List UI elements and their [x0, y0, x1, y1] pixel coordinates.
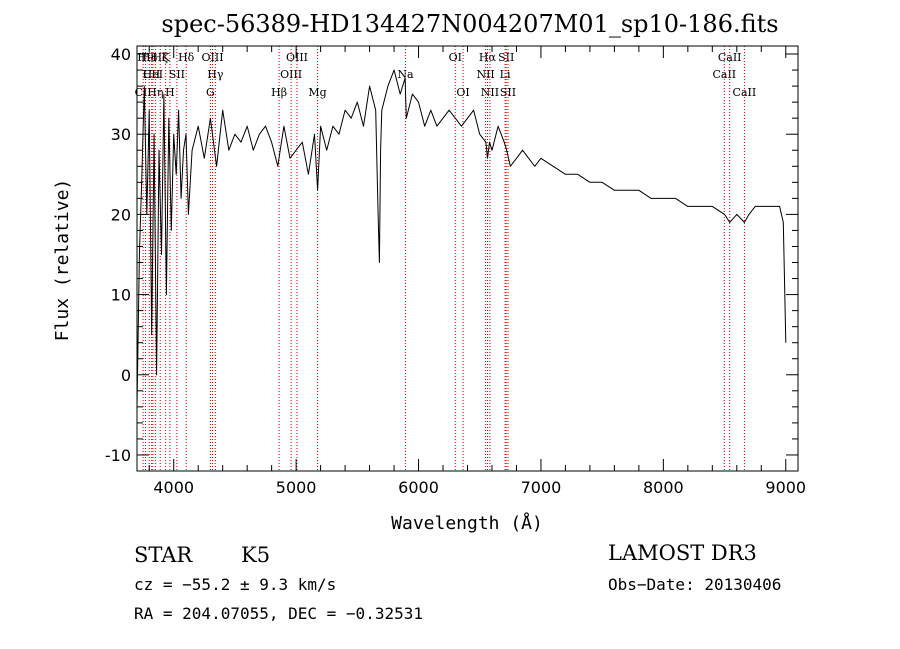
y-tick-label-3: 20: [111, 205, 131, 224]
line-mark-label-23: NII: [481, 86, 499, 99]
line-mark-label-16: OIII: [286, 51, 308, 64]
line-mark-label-21: NII: [476, 68, 494, 81]
line-mark-label-9: SII: [169, 68, 185, 81]
line-mark-label-7: K: [162, 51, 171, 64]
line-mark-label-6: Hζ: [152, 51, 168, 64]
line-mark-label-3: CII: [143, 68, 160, 81]
line-mark-label-11: G: [206, 86, 215, 99]
object-subclass: K5: [241, 543, 270, 567]
plot-frame: [136, 45, 799, 472]
line-mark-label-28: CaII: [718, 51, 742, 64]
y-tick-label-2: 10: [111, 286, 131, 305]
line-mark-label-14: Hβ: [271, 86, 287, 99]
redshift-cz: cz = −55.2 ± 9.3 km/s: [134, 575, 336, 594]
line-mark-label-13: Hγ: [207, 68, 224, 81]
x-axis-label: Wavelength (Å): [391, 512, 543, 534]
line-mark-label-0: CII: [135, 86, 152, 99]
x-tick-label-0: 4000: [153, 478, 194, 497]
line-mark-label-29: CaII: [733, 86, 757, 99]
x-tick-label-3: 7000: [521, 478, 562, 497]
spectrum-line: [136, 69, 787, 407]
line-mark-label-8: H: [165, 86, 175, 99]
coordinates: RA = 204.07055, DEC = −0.32531: [134, 604, 423, 623]
line-mark-label-15: OIII: [280, 68, 302, 81]
line-marks: CIIH9H8CIIHeIHηHζKHSIIHδGOIIIHγHβOIIIOII…: [135, 46, 757, 471]
line-mark-label-25: SII: [498, 51, 514, 64]
obs-date: Obs−Date: 20130406: [608, 575, 781, 594]
line-mark-label-24: Li: [500, 68, 511, 81]
line-mark-label-12: OIII: [201, 51, 223, 64]
line-mark-label-17: Mg: [308, 86, 326, 99]
y-tick-label-5: 40: [111, 45, 131, 64]
line-mark-label-10: Hδ: [178, 51, 195, 64]
line-mark-label-22: Hα: [479, 51, 497, 64]
axis-ticks: 4000 5000 6000 7000 8000 9000 -10 0 10 20 30 40: [105, 45, 806, 497]
spectrum-series: [136, 69, 787, 407]
x-tick-label-5: 9000: [765, 478, 806, 497]
chart-title: spec-56389-HD134427N004207M01_sp10-186.f…: [161, 10, 778, 38]
line-mark-label-5: Hη: [147, 86, 163, 99]
x-tick-label-4: 8000: [643, 478, 684, 497]
y-tick-label-0: -10: [105, 446, 131, 465]
line-mark-label-27: CaII: [712, 68, 736, 81]
x-tick-label-1: 5000: [276, 478, 317, 497]
y-tick-label-4: 30: [111, 125, 131, 144]
line-mark-label-20: OI: [456, 86, 469, 99]
x-tick-label-2: 6000: [398, 478, 439, 497]
object-class: STAR: [134, 543, 193, 567]
line-mark-label-26: SII: [500, 86, 516, 99]
survey-name: LAMOST DR3: [608, 541, 757, 565]
y-tick-label-1: 0: [121, 366, 131, 385]
line-mark-label-19: OI: [449, 51, 462, 64]
line-mark-label-4: HeI: [143, 68, 163, 81]
y-axis-label: Flux (relative): [52, 179, 73, 342]
line-mark-label-18: Na: [397, 68, 414, 81]
